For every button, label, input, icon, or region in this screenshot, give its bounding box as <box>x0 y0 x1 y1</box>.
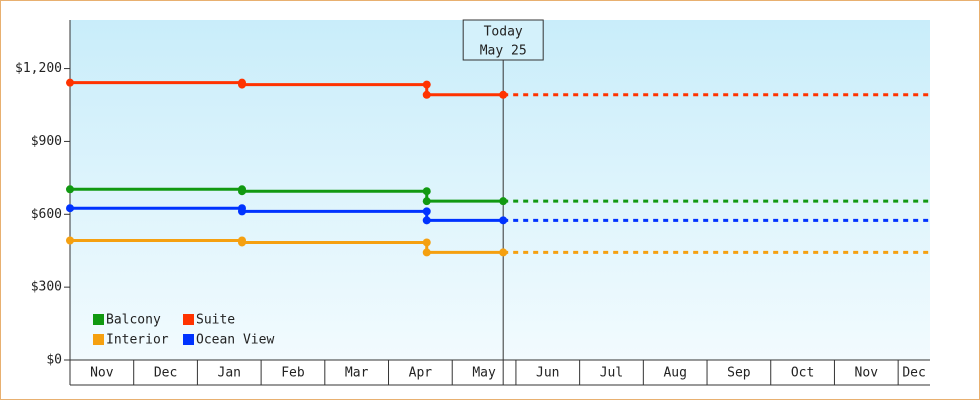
y-tick-label: $900 <box>31 134 62 149</box>
y-tick-label: $0 <box>46 353 62 368</box>
point <box>238 207 246 216</box>
point <box>499 90 508 99</box>
point <box>499 216 508 225</box>
series-line <box>70 81 504 97</box>
x-tick-label: Jan <box>218 366 241 381</box>
x-tick-label: Dec <box>902 366 925 381</box>
y-tick-label: $600 <box>31 207 62 222</box>
y-tick-label: $300 <box>31 280 62 295</box>
x-tick-label: Aug <box>663 366 686 381</box>
x-tick-label: May <box>472 366 496 381</box>
point <box>66 204 74 213</box>
legend-label: Ocean View <box>196 333 274 348</box>
legend-swatch <box>183 314 194 325</box>
series-line <box>70 239 504 254</box>
x-tick-label: Jun <box>536 366 559 381</box>
x-tick-label: Dec <box>154 366 177 381</box>
legend-label: Interior <box>106 333 169 348</box>
point <box>422 80 431 89</box>
legend-swatch <box>93 334 104 345</box>
legend-label: Suite <box>196 313 235 328</box>
point <box>422 216 431 225</box>
point <box>422 207 431 216</box>
x-tick-label: Mar <box>345 366 369 381</box>
x-tick-label: Feb <box>281 366 305 381</box>
point <box>422 197 431 206</box>
point <box>66 236 74 245</box>
today-label: May 25 <box>480 44 527 59</box>
point <box>66 185 74 194</box>
x-tick-label: Nov <box>90 366 114 381</box>
point <box>238 187 246 196</box>
legend-swatch <box>93 314 104 325</box>
point <box>238 80 246 89</box>
legend-label: Balcony <box>106 313 161 328</box>
point <box>499 197 508 206</box>
today-box <box>462 19 544 61</box>
point <box>238 238 246 247</box>
x-tick-label: Jul <box>600 366 623 381</box>
point <box>422 187 431 196</box>
point <box>499 248 508 257</box>
point <box>422 90 431 99</box>
x-tick-label: Nov <box>855 366 879 381</box>
point <box>66 78 74 87</box>
x-tick-label: Apr <box>409 366 433 381</box>
today-label: Today <box>484 25 523 40</box>
legend-swatch <box>183 334 194 345</box>
series-line <box>70 187 504 203</box>
point <box>422 248 431 257</box>
series-line <box>70 206 504 222</box>
y-tick-label: $1,200 <box>15 61 62 76</box>
x-tick-label: Sep <box>727 366 751 381</box>
x-tick-label: Oct <box>791 366 814 381</box>
point <box>422 238 431 247</box>
